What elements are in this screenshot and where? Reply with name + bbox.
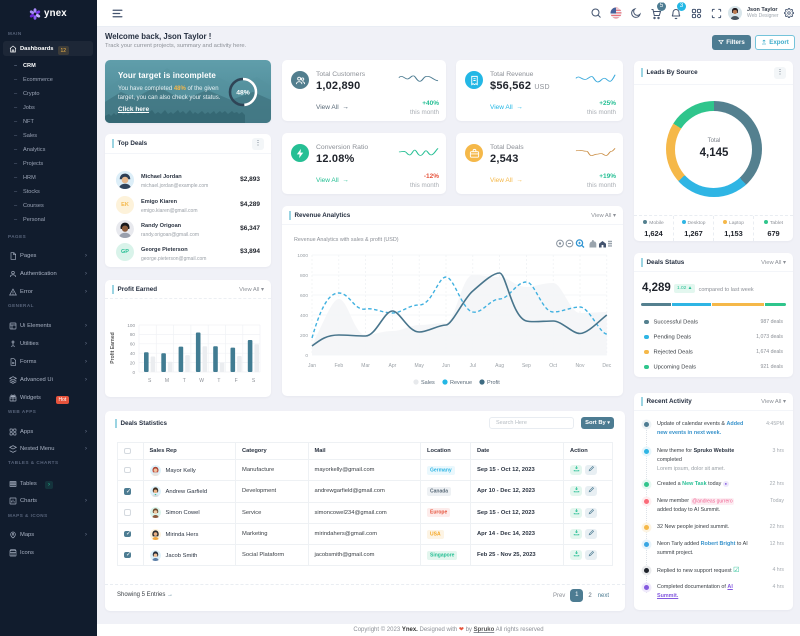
svg-text:S: S	[148, 378, 152, 384]
svg-text:F: F	[235, 378, 238, 384]
svg-text:Sep: Sep	[522, 363, 531, 369]
svg-text:800: 800	[300, 273, 308, 279]
svg-text:1000: 1000	[297, 253, 308, 259]
svg-text:Jun: Jun	[442, 363, 450, 369]
svg-text:80: 80	[130, 332, 136, 337]
svg-text:S: S	[252, 378, 256, 384]
svg-text:T: T	[217, 378, 220, 384]
svg-text:Mar: Mar	[361, 363, 370, 369]
svg-text:48%: 48%	[236, 90, 250, 97]
svg-text:0: 0	[305, 353, 308, 359]
svg-text:T: T	[183, 378, 186, 384]
svg-text:Aug: Aug	[495, 363, 504, 369]
svg-text:40: 40	[130, 351, 136, 356]
svg-text:20: 20	[130, 360, 136, 365]
svg-text:Apr: Apr	[389, 363, 397, 369]
svg-text:Oct: Oct	[549, 363, 557, 369]
svg-text:600: 600	[300, 293, 308, 299]
svg-text:Sales: Sales	[421, 380, 435, 386]
svg-text:M: M	[165, 378, 169, 384]
svg-text:200: 200	[300, 333, 308, 339]
svg-text:W: W	[199, 378, 204, 384]
svg-text:Profit Earned: Profit Earned	[110, 332, 116, 363]
svg-text:Profit: Profit	[487, 380, 500, 386]
svg-text:Revenue: Revenue	[450, 380, 472, 386]
svg-text:0: 0	[132, 370, 135, 375]
svg-text:Nov: Nov	[576, 363, 585, 369]
svg-text:Dec: Dec	[602, 363, 611, 369]
svg-text:60: 60	[130, 342, 136, 347]
svg-text:Jul: Jul	[470, 363, 476, 369]
svg-text:100: 100	[127, 323, 135, 328]
svg-text:Jan: Jan	[308, 363, 316, 369]
svg-text:Feb: Feb	[334, 363, 343, 369]
svg-text:May: May	[414, 363, 424, 369]
svg-text:400: 400	[300, 313, 308, 319]
